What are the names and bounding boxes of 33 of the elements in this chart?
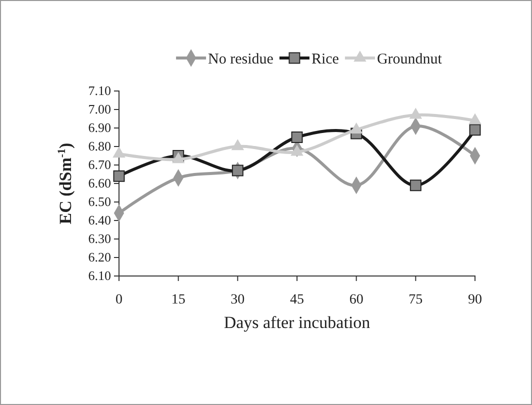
point [350,122,363,134]
x-tick-label: 0 [116,292,122,308]
point [290,144,304,156]
x-tick-label: 60 [349,292,364,308]
point [231,139,244,150]
y-tick-label: 7.10 [88,83,111,98]
legend-label: Groundnut [376,51,443,68]
point [291,132,303,143]
x-tick-label: 45 [290,292,304,308]
y-tick-label: 6.60 [88,176,111,191]
legend-label: Rice [311,51,340,68]
y-tick-label: 6.20 [88,250,111,265]
point [468,113,482,124]
y-tick-label: 6.30 [88,231,111,246]
y-tick-label: 6.70 [88,157,111,172]
y-tick-label: 6.90 [88,120,111,136]
legend-label: No residue [208,51,274,68]
x-tick-label: 15 [171,292,186,308]
y-tick-label: 7.00 [88,102,111,117]
point [469,124,481,136]
x-tick-label: 75 [408,292,423,308]
y-tick-label: 6.40 [88,212,111,228]
x-tick-label: 90 [468,292,482,308]
y-tick-label: 6.80 [88,138,111,154]
y-tick-label: 6.10 [88,268,111,284]
point [112,146,126,158]
x-tick-label: 30 [230,292,245,308]
point [409,108,422,119]
point [232,164,244,176]
point [410,180,422,192]
y-tick-label: 6.50 [88,194,111,210]
x-axis-title: Days after incubation [224,313,371,332]
point [113,170,125,182]
